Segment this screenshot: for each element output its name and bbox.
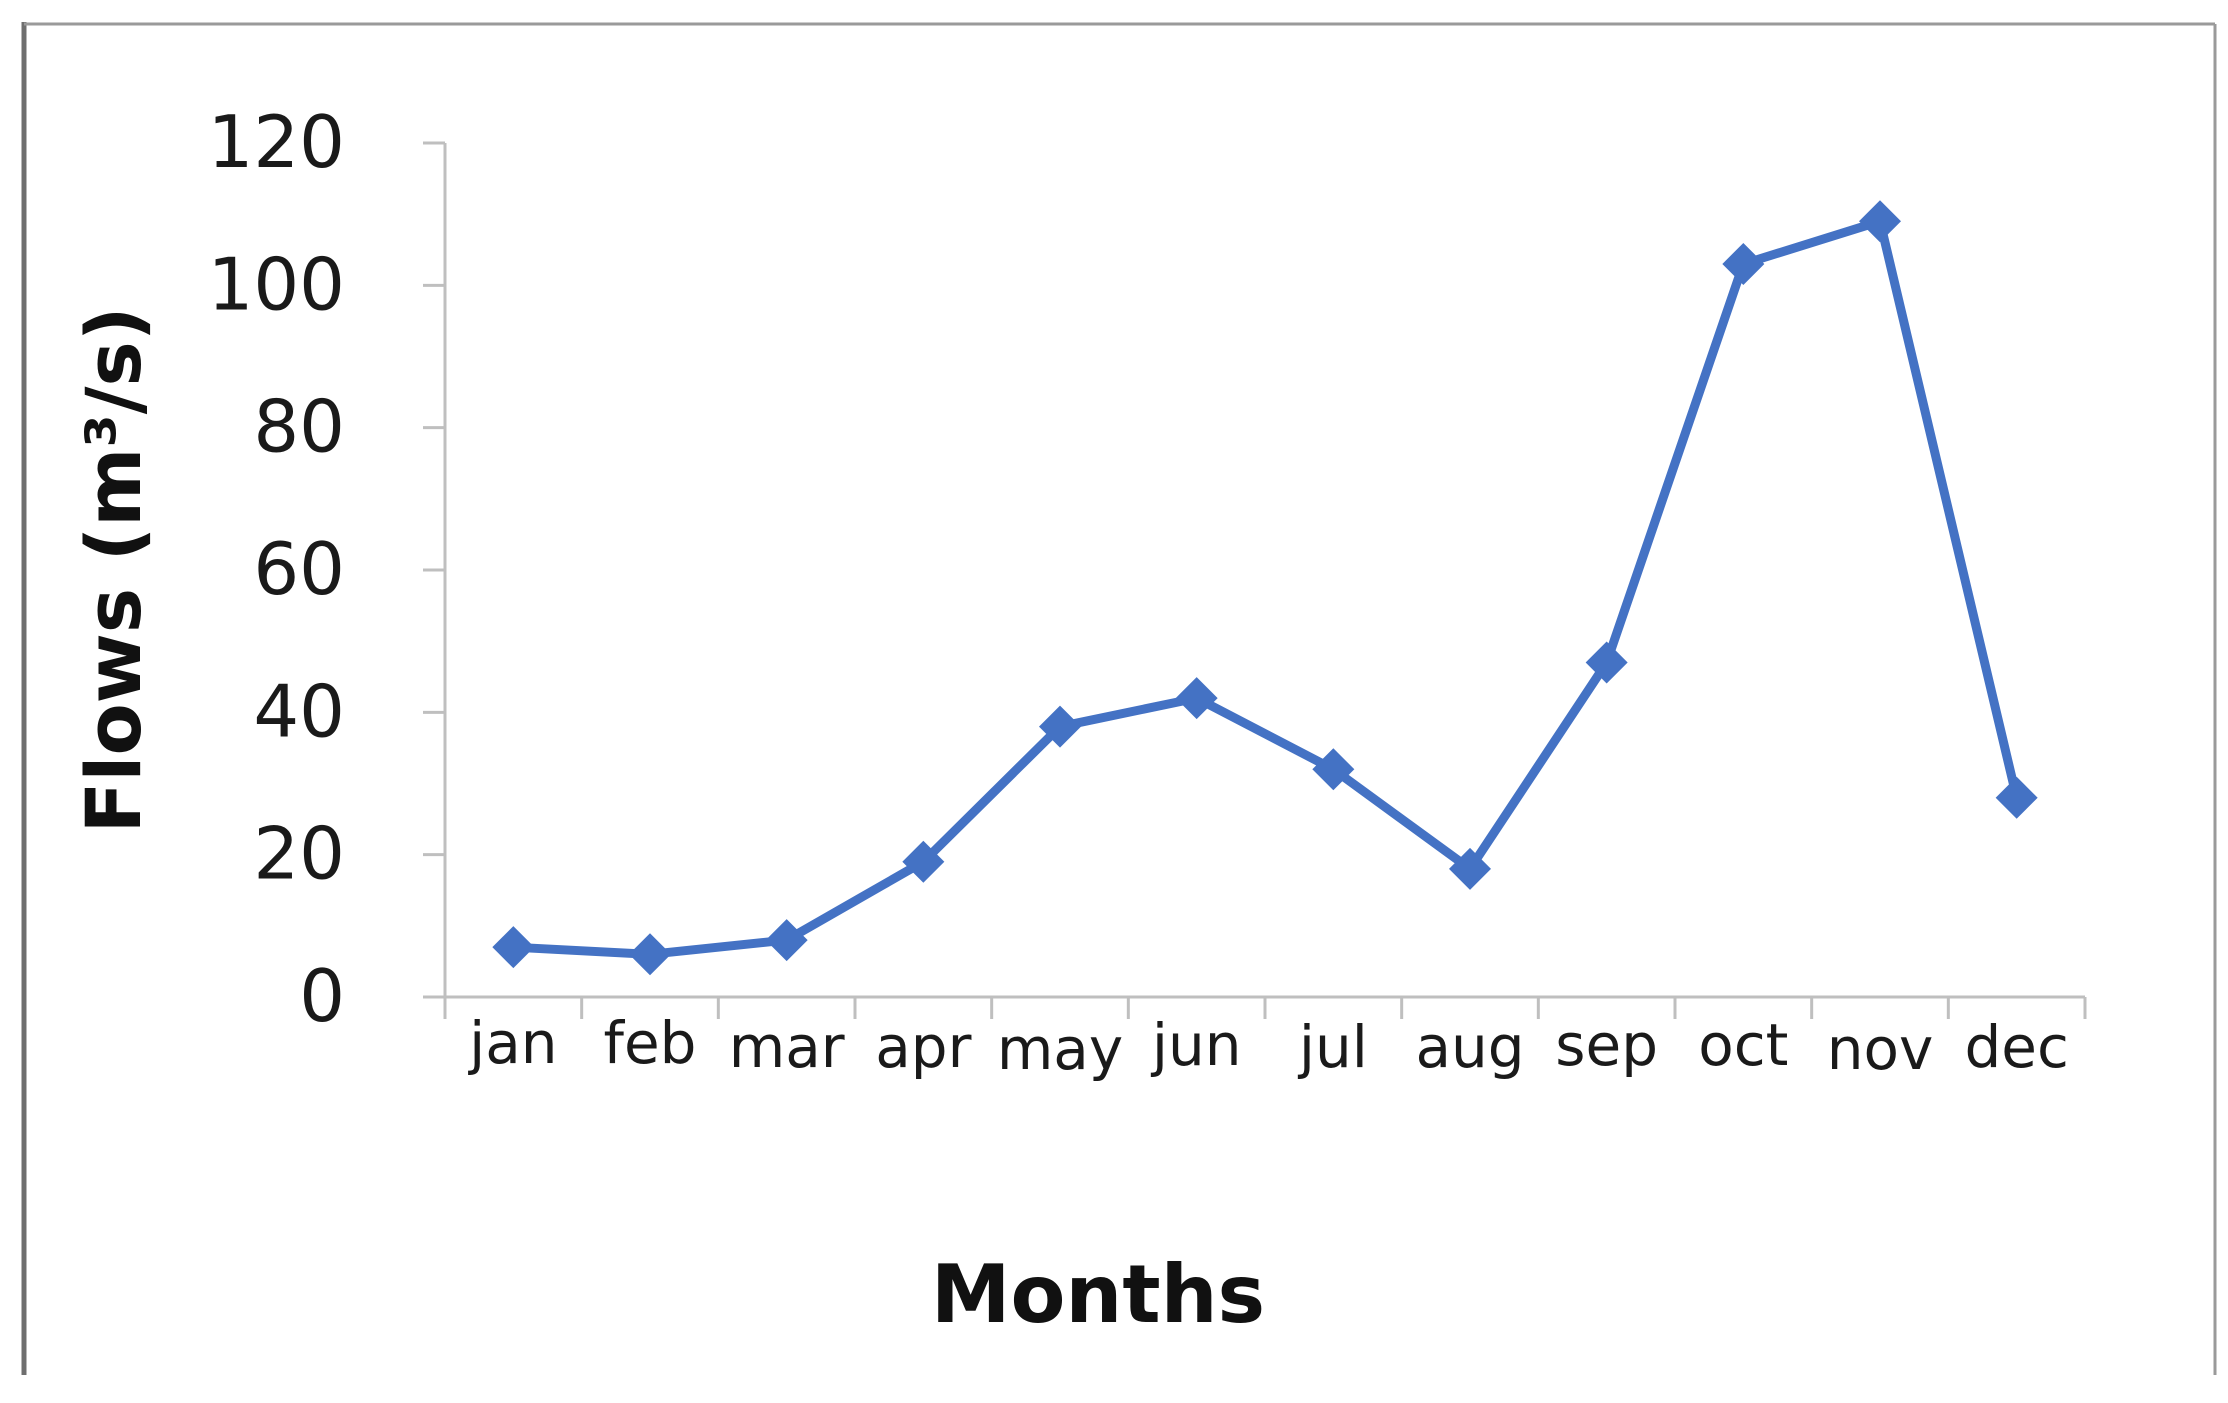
series-line bbox=[508, 216, 2022, 959]
data-point-marker bbox=[1312, 748, 1355, 791]
data-point-marker bbox=[1449, 847, 1491, 890]
y-tick-label: 0 bbox=[299, 954, 345, 1038]
y-tick-label: 60 bbox=[253, 527, 345, 611]
x-tick-label: sep bbox=[1555, 1011, 1658, 1079]
y-tick-label: 100 bbox=[208, 242, 345, 326]
x-tick-label: oct bbox=[1698, 1011, 1788, 1079]
x-tick-label: jan bbox=[467, 1009, 557, 1077]
y-tick-label: 20 bbox=[253, 812, 345, 896]
x-tick-label: jul bbox=[1297, 1013, 1368, 1081]
x-tick-label: mar bbox=[729, 1013, 845, 1081]
data-point-marker bbox=[629, 933, 671, 976]
x-tick-label: jun bbox=[1150, 1011, 1242, 1079]
x-tick-label: apr bbox=[875, 1013, 971, 1081]
data-point-marker bbox=[1585, 641, 1628, 684]
data-point-marker bbox=[492, 926, 535, 969]
data-point-marker bbox=[902, 840, 945, 883]
data-point-marker bbox=[1722, 242, 1765, 285]
y-tick-label: 40 bbox=[253, 669, 345, 753]
x-tick-label: feb bbox=[604, 1009, 697, 1077]
x-tick-label: dec bbox=[1964, 1013, 2068, 1081]
x-axis-title: Months bbox=[931, 1248, 1265, 1341]
x-tick-label: aug bbox=[1415, 1013, 1524, 1081]
data-point-marker bbox=[1039, 705, 1081, 748]
y-tick-label: 80 bbox=[253, 385, 345, 469]
x-tick-label: nov bbox=[1827, 1015, 1934, 1083]
data-point-marker bbox=[1175, 677, 1218, 720]
x-tick-label: may bbox=[997, 1015, 1123, 1083]
y-tick-label: 120 bbox=[208, 100, 345, 184]
plot-area: 0 20 40 60 80 100 120 jan feb mar apr may jun jul aug s… bbox=[208, 100, 2087, 1083]
data-point-marker bbox=[1995, 776, 2038, 819]
data-point-marker bbox=[765, 919, 808, 962]
data-point-marker bbox=[1859, 200, 1901, 243]
y-axis-title: Flows (m³/s) bbox=[69, 306, 158, 833]
